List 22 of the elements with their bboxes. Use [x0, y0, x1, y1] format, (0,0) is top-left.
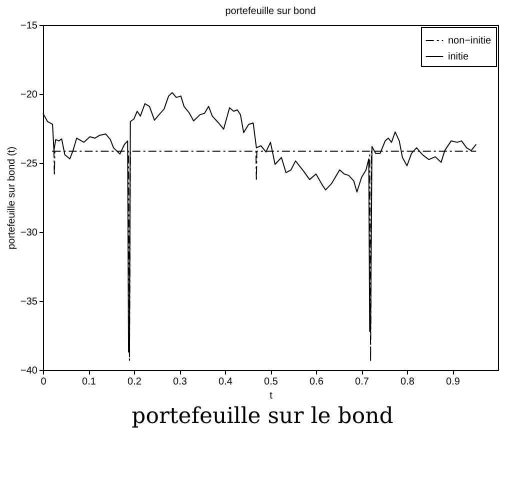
legend-label: initie: [448, 52, 470, 62]
x-tick-label: 0.3: [173, 376, 188, 388]
y-tick-label: −40: [20, 366, 38, 376]
y-axis-title: portefeuille sur bond (t): [6, 146, 18, 250]
x-tick-label: 0.8: [400, 376, 415, 388]
y-tick-label: −35: [20, 296, 38, 308]
x-tick-label: 0.4: [218, 376, 233, 388]
x-tick-label: 0.1: [82, 376, 96, 388]
chart-title: portefeuille sur bond: [225, 6, 316, 17]
legend-label: non−initie: [448, 36, 492, 46]
x-axis-title: t: [270, 390, 273, 402]
x-tick-label: 0.5: [264, 376, 278, 388]
text: portefeuille sur le bond: [130, 404, 394, 429]
x-tick-label: 0.2: [128, 376, 142, 388]
x-tick-label: 0.7: [355, 376, 370, 388]
x-tick-label: 0: [40, 376, 47, 388]
y-tick-label: −20: [20, 90, 38, 100]
y-tick-label: −15: [20, 20, 38, 32]
y-tick-label: −25: [20, 158, 38, 170]
y-tick-label: −30: [20, 228, 38, 238]
x-tick-label: 0.9: [446, 376, 460, 388]
x-tick-label: 0.6: [310, 376, 324, 388]
